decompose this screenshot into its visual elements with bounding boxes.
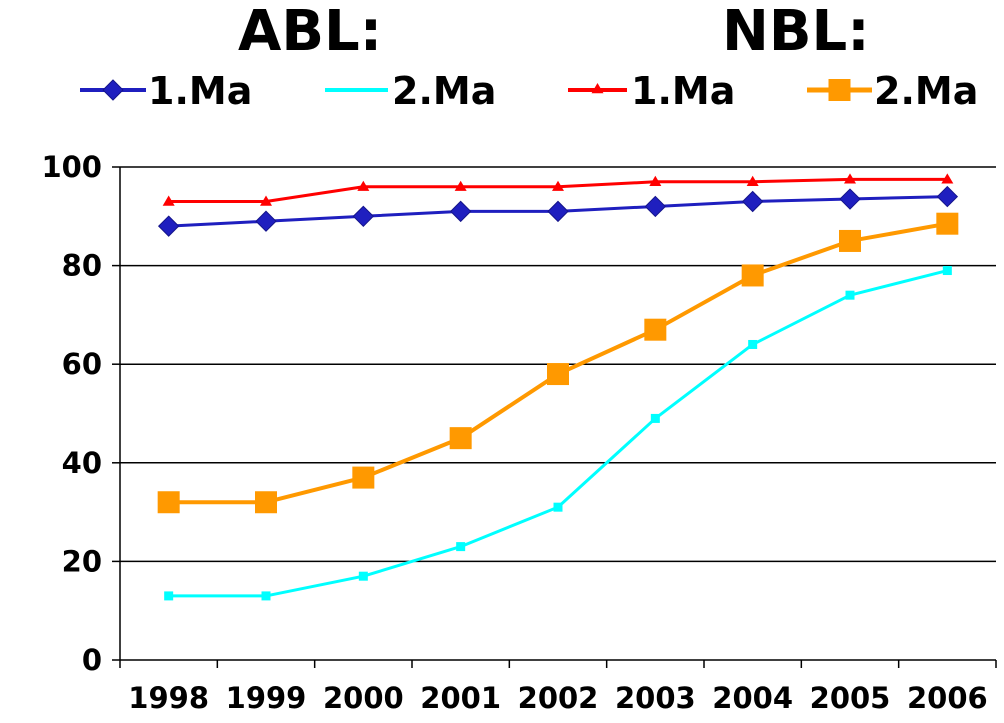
data-point	[456, 542, 466, 552]
data-point	[941, 173, 954, 184]
data-point	[839, 188, 861, 210]
data-point	[650, 413, 660, 423]
data-point	[157, 215, 180, 237]
data-point	[644, 318, 667, 341]
data-point	[844, 173, 856, 184]
data-point	[162, 195, 175, 206]
data-point	[649, 175, 662, 186]
data-point	[741, 190, 764, 213]
y-tick-label: 100	[41, 150, 102, 184]
y-tick-label: 0	[82, 643, 102, 677]
data-point	[164, 591, 174, 601]
data-point	[942, 266, 952, 276]
data-point	[260, 195, 272, 206]
series-nbl-1ma	[162, 173, 954, 206]
data-point	[255, 210, 277, 232]
data-point	[746, 175, 759, 186]
data-point	[741, 264, 764, 287]
data-point	[553, 502, 563, 512]
y-tick-label: 60	[62, 347, 102, 381]
legend-label: 2.Ma	[874, 69, 978, 113]
data-point	[261, 591, 271, 601]
data-point	[845, 290, 855, 300]
data-point	[357, 180, 370, 191]
series-abl-1ma	[157, 185, 959, 237]
legend-entry: 1.Ma	[568, 69, 735, 113]
legend-marker	[102, 79, 124, 101]
x-tick-label: 2001	[420, 681, 501, 715]
legend-label: 1.Ma	[148, 69, 252, 113]
data-point	[936, 185, 959, 208]
data-point	[449, 200, 472, 223]
legend-entry: 2.Ma	[325, 69, 496, 113]
data-point	[552, 180, 564, 191]
y-tick-label: 20	[62, 544, 102, 578]
y-tick-label: 40	[62, 446, 102, 480]
series-layer	[157, 173, 959, 601]
data-point	[644, 195, 667, 218]
x-tick-label: 2003	[615, 681, 696, 715]
legend-marker	[591, 83, 604, 94]
x-tick-label: 1998	[128, 681, 209, 715]
legend-entry: 1.Ma	[80, 69, 252, 113]
x-tick-label: 2005	[810, 681, 891, 715]
data-point	[157, 491, 180, 514]
data-point	[454, 180, 467, 191]
data-point	[839, 229, 861, 252]
series-line	[168, 269, 948, 598]
data-point	[547, 200, 569, 223]
data-point	[936, 212, 959, 235]
x-tick-label: 2000	[323, 681, 404, 715]
data-point	[358, 571, 368, 581]
legend: 1.Ma 2.Ma 1.Ma 2.Ma	[80, 69, 978, 113]
legend-label: 2.Ma	[392, 69, 496, 113]
x-tick-label: 2002	[518, 681, 599, 715]
y-tick-label: 80	[62, 249, 102, 283]
data-point	[352, 205, 375, 228]
data-point	[748, 339, 758, 349]
data-point	[255, 491, 277, 514]
legend-group-title-abl: ABL:	[238, 0, 383, 64]
axes	[112, 166, 997, 668]
x-tick-label: 2006	[907, 681, 988, 715]
data-point	[547, 363, 569, 386]
legend-entry: 2.Ma	[807, 69, 978, 113]
data-point	[352, 466, 375, 489]
legend-marker	[828, 79, 851, 101]
series-abl-2ma	[164, 266, 952, 601]
data-point	[449, 427, 472, 450]
tick-labels: 0 20 40 60 80 100 1998 1999 2000 2001 2002 2003 2004…	[41, 150, 987, 715]
x-tick-label: 1999	[226, 681, 307, 715]
legend-label: 1.Ma	[631, 69, 735, 113]
x-tick-label: 2004	[712, 681, 793, 715]
legend-group-title-nbl: NBL:	[722, 0, 870, 64]
series-nbl-2ma	[157, 212, 959, 514]
